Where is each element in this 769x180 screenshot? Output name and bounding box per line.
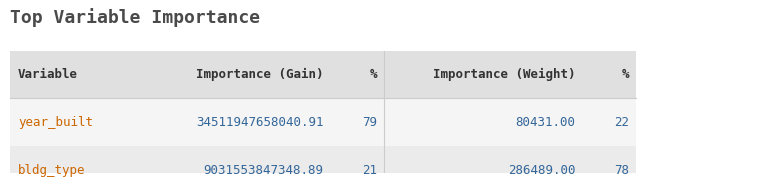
Text: Importance (Gain): Importance (Gain) [196,68,324,81]
Text: 80431.00: 80431.00 [515,116,575,129]
Bar [11,51,637,98]
Text: 286489.00: 286489.00 [508,164,575,177]
Bar [11,98,637,146]
Text: %: % [621,68,629,81]
Text: 22: 22 [614,116,629,129]
Bar [11,146,637,180]
Text: 9031553847348.89: 9031553847348.89 [204,164,324,177]
Text: bldg_type: bldg_type [18,164,85,177]
Text: %: % [369,68,377,81]
Text: year_built: year_built [18,116,93,129]
Text: 78: 78 [614,164,629,177]
Text: 79: 79 [362,116,377,129]
Text: Variable: Variable [18,68,78,81]
Text: Top Variable Importance: Top Variable Importance [11,8,261,27]
Text: 21: 21 [362,164,377,177]
Text: 34511947658040.91: 34511947658040.91 [196,116,324,129]
Text: Importance (Weight): Importance (Weight) [433,68,575,81]
